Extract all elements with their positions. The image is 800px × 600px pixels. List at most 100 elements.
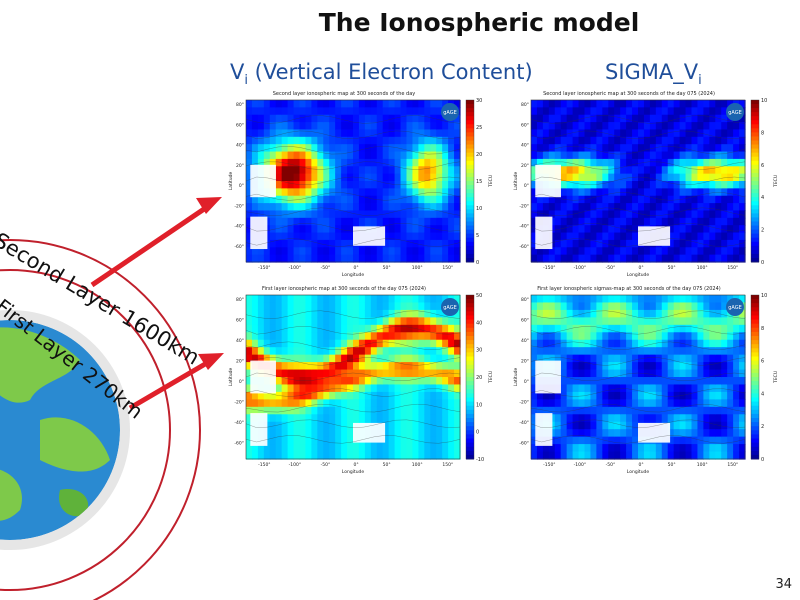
arrow-second-layer <box>90 197 222 288</box>
colorbar-tick: 2 <box>761 228 764 234</box>
colorbar-tick: 20 <box>476 152 482 158</box>
y-tick-label: -40° <box>234 420 244 426</box>
colorbar-tick: 4 <box>761 195 764 201</box>
x-tick-label: -100° <box>289 265 301 271</box>
x-tick-label: -50° <box>606 265 616 271</box>
colorbar <box>750 99 760 263</box>
x-axis-label: Longitude <box>342 469 365 475</box>
map-title: First layer ionospheric sigmas-map at 30… <box>537 286 721 292</box>
y-tick-label: 40° <box>236 143 244 149</box>
x-tick-label: 150° <box>442 265 453 271</box>
x-tick-label: 0° <box>638 265 643 271</box>
y-tick-label: -60° <box>519 244 529 250</box>
y-tick-label: 20° <box>521 163 529 169</box>
colorbar-tick: 0 <box>761 260 764 266</box>
x-tick-label: 0° <box>353 462 358 468</box>
y-tick-label: 40° <box>521 338 529 344</box>
colorbar-tick: -10 <box>476 457 484 463</box>
colorbar-tick: 25 <box>476 125 482 131</box>
y-tick-label: 40° <box>521 143 529 149</box>
y-tick-label: 20° <box>521 359 529 365</box>
y-tick-label: 60° <box>521 318 529 324</box>
colorbar <box>465 99 475 263</box>
colorbar <box>750 294 760 460</box>
svg-text:gAGE: gAGE <box>443 305 457 311</box>
gage-logo: gAGE <box>726 298 744 316</box>
map-first-layer-vertical: First layer ionospheric map at 300 secon… <box>226 283 502 479</box>
y-tick-label: 40° <box>236 338 244 344</box>
x-tick-label: -150° <box>258 462 270 468</box>
colorbar-tick: 20 <box>476 375 482 381</box>
y-axis-label: Latitude <box>513 172 519 191</box>
y-axis-label: Latitude <box>228 172 234 191</box>
x-tick-label: 0° <box>638 462 643 468</box>
x-tick-label: 0° <box>353 265 358 271</box>
map-title: Second layer ionospheric map at 300 seco… <box>543 91 715 97</box>
x-tick-label: -150° <box>543 265 555 271</box>
gage-logo: gAGE <box>441 298 459 316</box>
y-tick-label: 80° <box>521 297 529 303</box>
x-tick-label: -150° <box>258 265 270 271</box>
y-tick-label: 0° <box>524 379 529 385</box>
svg-text:gAGE: gAGE <box>443 110 457 116</box>
x-tick-label: 150° <box>727 462 738 468</box>
x-tick-label: -100° <box>574 265 586 271</box>
colorbar-tick: 6 <box>761 163 764 169</box>
y-axis-label: Latitude <box>513 368 519 387</box>
colorbar-tick: 4 <box>761 391 764 397</box>
y-tick-label: 20° <box>236 163 244 169</box>
earth-globe <box>0 320 120 540</box>
y-tick-label: 80° <box>521 102 529 108</box>
colorbar-label: TECU <box>773 371 779 384</box>
x-tick-label: -100° <box>574 462 586 468</box>
y-tick-label: -40° <box>519 420 529 426</box>
x-tick-label: 50° <box>668 462 676 468</box>
x-tick-label: 50° <box>668 265 676 271</box>
second-layer-orbit <box>0 239 201 600</box>
colorbar-tick: 8 <box>761 326 764 332</box>
x-tick-label: 50° <box>383 265 391 271</box>
colorbar-tick: 50 <box>476 293 482 299</box>
x-tick-label: 100° <box>697 265 708 271</box>
y-axis-label: Latitude <box>228 368 234 387</box>
colorbar-label: TECU <box>773 175 779 188</box>
colorbar-label: TECU <box>488 175 494 188</box>
colorbar-tick: 0 <box>761 457 764 463</box>
x-tick-label: -50° <box>606 462 616 468</box>
x-tick-label: 100° <box>412 265 423 271</box>
y-tick-label: 80° <box>236 297 244 303</box>
y-tick-label: -40° <box>234 224 244 230</box>
gage-logo: gAGE <box>441 103 459 121</box>
arrow-first-layer <box>128 353 224 411</box>
colorbar <box>465 294 475 460</box>
map-second-layer-vertical: Second layer ionospheric map at 300 seco… <box>226 88 502 282</box>
sigma-heading: SIGMA_Vi <box>605 60 702 89</box>
x-tick-label: 100° <box>412 462 423 468</box>
y-tick-label: -20° <box>519 400 529 406</box>
colorbar-tick: 15 <box>476 179 482 185</box>
heatmap <box>531 295 746 460</box>
y-tick-label: -20° <box>234 203 244 209</box>
colorbar-tick: 10 <box>761 98 767 104</box>
svg-text:gAGE: gAGE <box>728 305 742 311</box>
colorbar-label: TECU <box>488 371 494 384</box>
x-axis-label: Longitude <box>627 469 650 475</box>
page-number: 34 <box>775 577 792 592</box>
x-tick-label: -150° <box>543 462 555 468</box>
vertical-content-heading: Vi (Vertical Electron Content) <box>230 60 533 89</box>
y-tick-label: -40° <box>519 224 529 230</box>
map-title: First layer ionospheric map at 300 secon… <box>262 286 426 292</box>
y-tick-label: 60° <box>236 122 244 128</box>
x-tick-label: 50° <box>383 462 391 468</box>
y-tick-label: -60° <box>234 441 244 447</box>
y-tick-label: 20° <box>236 359 244 365</box>
y-tick-label: 0° <box>239 183 244 189</box>
gage-logo: gAGE <box>726 103 744 121</box>
colorbar-tick: 5 <box>476 233 479 239</box>
x-tick-label: 100° <box>697 462 708 468</box>
svg-text:gAGE: gAGE <box>728 110 742 116</box>
colorbar-tick: 30 <box>476 348 482 354</box>
heatmap <box>246 100 461 263</box>
slide-title: The Ionospheric model <box>318 8 640 37</box>
y-tick-label: -20° <box>519 203 529 209</box>
